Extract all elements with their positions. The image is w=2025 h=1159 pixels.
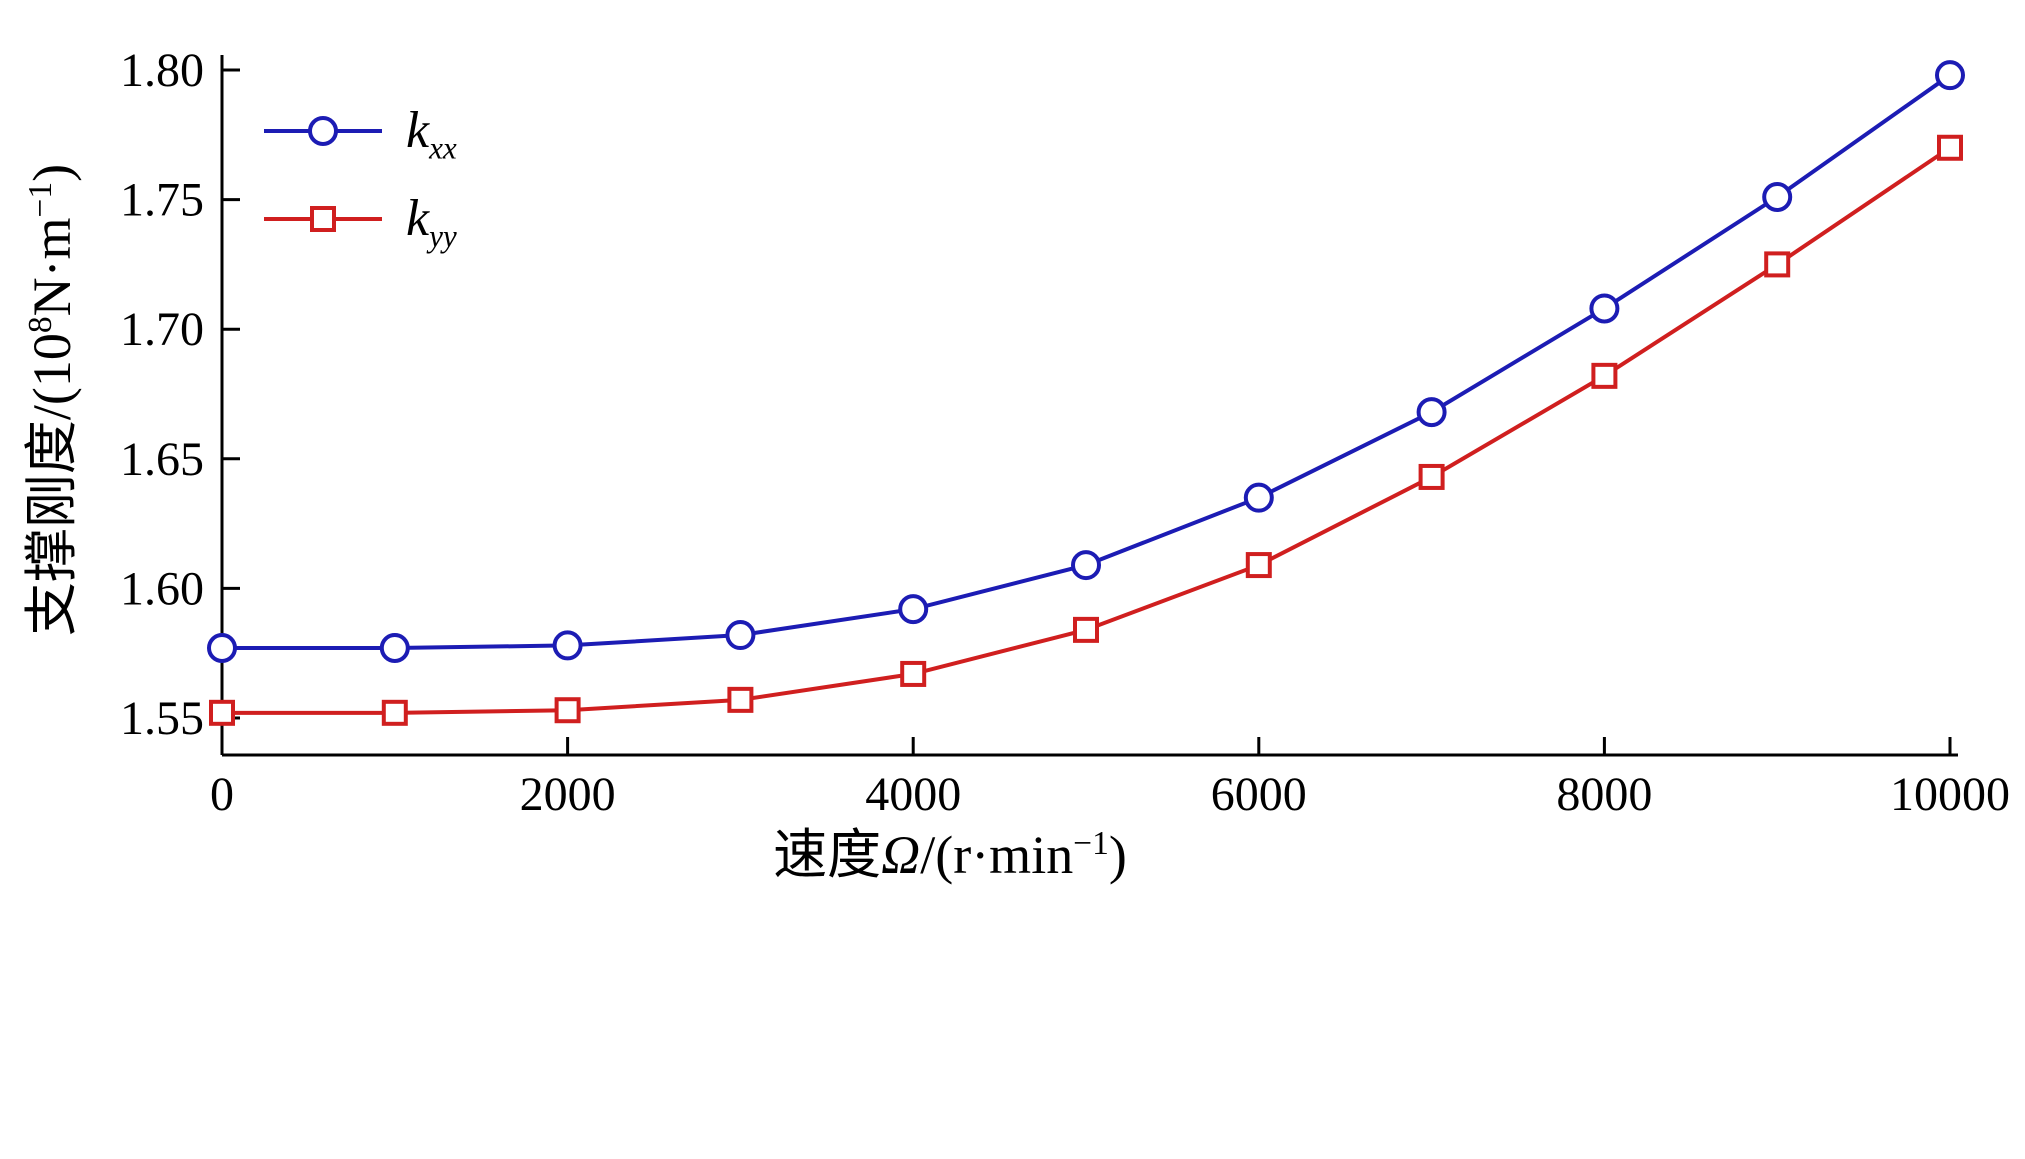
data-point-kyy — [1591, 362, 1618, 389]
data-point-kyy — [727, 686, 754, 713]
y-axis-label: 支撑刚度/(108N·m−1) — [22, 163, 82, 637]
data-point-kyy — [1937, 134, 1963, 161]
y-tick-label: 1.60 — [120, 562, 204, 615]
data-point-kyy — [554, 697, 581, 724]
kxx-legend-marker-icon — [264, 116, 382, 146]
x-axis-label-exponent: −1 — [1073, 825, 1109, 862]
data-point-kxx — [1762, 182, 1793, 213]
data-point-kxx — [1071, 550, 1101, 581]
legend-label-kyy-base: k — [406, 190, 430, 247]
data-point-kyy — [1245, 552, 1272, 579]
data-point-kxx — [1589, 293, 1620, 324]
x-tick-label: 6000 — [1211, 768, 1307, 821]
data-point-kxx — [552, 630, 583, 661]
x-axis-label-text: 速度 — [773, 825, 882, 885]
x-axis-label: 速度Ω/(r·min−1) — [0, 825, 1900, 885]
y-axis-label-close: ) — [22, 163, 82, 182]
data-point-kyy — [209, 699, 235, 726]
data-point-kyy — [1764, 251, 1791, 278]
data-point-kxx — [725, 620, 756, 651]
data-point-kxx — [1243, 482, 1274, 513]
legend-item-kxx: kxx — [262, 92, 457, 170]
y-axis-label-text: 支撑刚度/(10 — [22, 333, 82, 637]
data-point-kyy — [381, 699, 408, 726]
y-tick-label: 1.70 — [120, 303, 204, 356]
y-axis-label-unit: N·m — [22, 217, 82, 317]
legend-label-kyy: kyy — [406, 190, 457, 252]
x-tick-label: 2000 — [520, 768, 616, 821]
legend-label-kxx-sub: xx — [429, 130, 457, 166]
data-point-kyy — [900, 660, 927, 687]
kyy-legend-square-marker — [310, 206, 336, 232]
x-axis-label-omega: Ω — [881, 825, 921, 885]
x-axis-label-unit: /(r·min — [920, 825, 1074, 885]
legend-item-kyy: kyy — [262, 180, 457, 258]
x-tick-label: 8000 — [1556, 768, 1652, 821]
legend-label-kxx: kxx — [406, 102, 457, 164]
data-point-kxx — [1935, 60, 1965, 91]
x-tick-label: 10000 — [1890, 768, 2010, 821]
kxx-legend-circle-marker — [308, 116, 338, 146]
kyy-legend-marker-icon — [264, 206, 382, 232]
x-axis-label-close: ) — [1108, 825, 1127, 885]
legend: kxx kyy — [262, 92, 457, 258]
data-point-kxx — [379, 633, 410, 664]
y-tick-label: 1.75 — [120, 174, 204, 227]
data-point-kyy — [1073, 616, 1099, 643]
y-tick-label: 1.80 — [120, 44, 204, 97]
y-axis-label-exponent: 8 — [22, 316, 59, 334]
legend-label-kxx-base: k — [406, 102, 430, 159]
y-tick-label: 1.65 — [120, 433, 204, 486]
legend-label-kyy-sub: yy — [429, 218, 457, 254]
x-tick-label: 4000 — [865, 768, 961, 821]
y-tick-label: 1.55 — [120, 692, 204, 745]
data-point-kxx — [898, 594, 929, 625]
data-point-kxx — [207, 633, 237, 664]
x-tick-label: 0 — [210, 768, 234, 821]
data-point-kxx — [1416, 397, 1447, 428]
data-point-kyy — [1418, 463, 1445, 490]
y-axis-label-unit-exponent: −1 — [22, 181, 59, 218]
